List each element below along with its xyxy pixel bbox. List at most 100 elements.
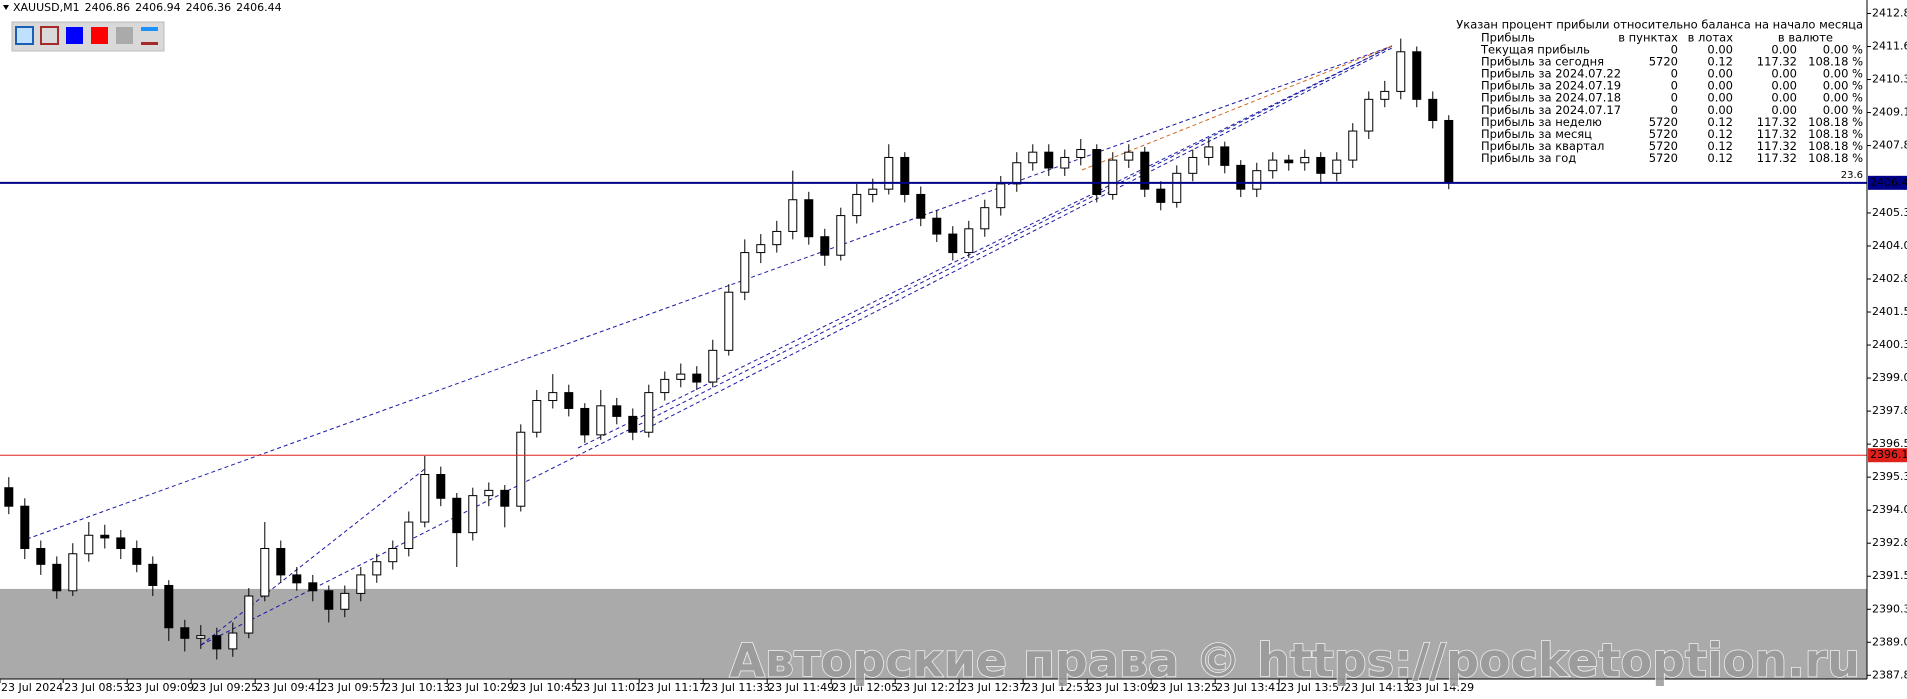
candle-body bbox=[1252, 170, 1262, 190]
tool-button[interactable] bbox=[141, 42, 158, 45]
trend-line bbox=[26, 45, 1393, 540]
level-note: 23.6 bbox=[1841, 170, 1863, 181]
x-tick-label: 23 Jul 12:37 bbox=[960, 681, 1026, 694]
x-tick-label: 23 Jul 13:09 bbox=[1088, 681, 1154, 694]
panel-cell: 0.00 % bbox=[1823, 103, 1863, 117]
candle-body bbox=[804, 199, 814, 238]
toolbar[interactable] bbox=[11, 21, 165, 52]
candle-body bbox=[1060, 156, 1070, 169]
y-tick-label: 2391.55 bbox=[1872, 569, 1907, 582]
y-tick-label: 2400.30 bbox=[1872, 338, 1907, 351]
candle-body bbox=[132, 547, 142, 565]
panel-cell: 0.12 bbox=[1707, 127, 1733, 141]
x-tick-label: 23 Jul 14:13 bbox=[1344, 681, 1410, 694]
candle-body bbox=[724, 291, 734, 351]
candle-body bbox=[676, 373, 686, 380]
candle-body bbox=[68, 553, 78, 592]
candle-body bbox=[404, 521, 414, 549]
candle-body bbox=[596, 405, 606, 436]
candle-body bbox=[900, 156, 910, 195]
toolbar-bg bbox=[11, 21, 165, 52]
candle-body bbox=[452, 497, 462, 534]
x-tick-label: 23 Jul 11:17 bbox=[640, 681, 706, 694]
panel-cell: 0.12 bbox=[1707, 151, 1733, 165]
candle-body bbox=[1348, 130, 1358, 161]
menu-arrow[interactable] bbox=[3, 5, 9, 10]
y-tick-label: 2409.10 bbox=[1872, 106, 1907, 119]
tool-button[interactable] bbox=[40, 26, 59, 45]
panel-cell: 5720 bbox=[1649, 127, 1678, 141]
levels: 2406.44 23.6 2396.13 bbox=[0, 170, 1907, 463]
panel-cell: 0.00 bbox=[1771, 103, 1797, 117]
candle-body bbox=[1140, 151, 1150, 190]
watermark: Авторские права © https://pocketoption.r… bbox=[729, 634, 1860, 688]
candle-body bbox=[164, 584, 174, 629]
candle-body bbox=[388, 547, 398, 563]
candle-body bbox=[1396, 51, 1406, 92]
tool-button[interactable] bbox=[141, 27, 158, 31]
tool-button[interactable] bbox=[91, 27, 108, 44]
panel-cell: 0.00 bbox=[1707, 67, 1733, 81]
x-tick-label: 23 Jul 12:21 bbox=[896, 681, 962, 694]
candle-body bbox=[564, 392, 574, 409]
x-tick-label: 23 Jul 10:45 bbox=[512, 681, 578, 694]
panel-row-label: Прибыль за 2024.07.17 bbox=[1481, 103, 1621, 117]
x-tick-label: 23 Jul 11:33 bbox=[704, 681, 770, 694]
x-tick-label: 23 Jul 09:25 bbox=[192, 681, 258, 694]
candle-body bbox=[228, 632, 238, 650]
panel-cell: 0.00 bbox=[1771, 67, 1797, 81]
candle-body bbox=[916, 193, 926, 219]
candle-body bbox=[292, 574, 302, 584]
price-label: 2406.44 bbox=[1870, 176, 1907, 189]
tool-button[interactable] bbox=[66, 27, 83, 44]
panel-cell: 0.00 % bbox=[1823, 91, 1863, 105]
panel-column: Прибыль bbox=[1481, 31, 1535, 45]
y-tick-label: 2411.60 bbox=[1872, 39, 1907, 52]
panel-cell: 5720 bbox=[1649, 139, 1678, 153]
candle-body bbox=[756, 244, 766, 254]
tool-button[interactable] bbox=[116, 27, 133, 44]
candle-body bbox=[692, 373, 702, 383]
panel-cell: 0.00 bbox=[1771, 43, 1797, 57]
candle-body bbox=[1332, 159, 1342, 174]
candle-body bbox=[1028, 151, 1038, 164]
candle-body bbox=[836, 215, 846, 256]
candle-body bbox=[260, 547, 270, 597]
candle-body bbox=[1076, 149, 1086, 158]
candle-body bbox=[628, 415, 638, 433]
panel-cell: 0.00 bbox=[1771, 79, 1797, 93]
y-tick-label: 2405.30 bbox=[1872, 206, 1907, 219]
candle-body bbox=[244, 595, 254, 634]
panel-cell: 0.00 % bbox=[1823, 79, 1863, 93]
x-tick-label: 23 Jul 12:53 bbox=[1024, 681, 1090, 694]
tool-button[interactable] bbox=[15, 26, 34, 45]
y-tick-label: 2394.05 bbox=[1872, 503, 1907, 516]
panel-cell: 0.12 bbox=[1707, 115, 1733, 129]
candle-body bbox=[116, 537, 126, 549]
panel-heading: Указан процент прибыли относительно бала… bbox=[1456, 18, 1863, 32]
candle-body bbox=[772, 230, 782, 246]
shaded-zone bbox=[0, 588, 1867, 679]
y-tick-label: 2399.05 bbox=[1872, 371, 1907, 384]
x-tick-label: 23 Jul 11:01 bbox=[576, 681, 642, 694]
candle-body bbox=[180, 627, 190, 639]
x-tick-label: 23 Jul 09:57 bbox=[320, 681, 386, 694]
panel-cell: 5720 bbox=[1649, 55, 1678, 69]
candle-body bbox=[436, 474, 446, 499]
candle-body bbox=[1428, 98, 1438, 121]
info-panel: Указан процент прибыли относительно бала… bbox=[1456, 18, 1863, 165]
price-label: 2396.13 bbox=[1870, 448, 1907, 461]
panel-row-label: Прибыль за месяц bbox=[1481, 127, 1592, 141]
candle-body bbox=[20, 505, 30, 549]
y-tick-label: 2396.55 bbox=[1872, 437, 1907, 450]
candle-body bbox=[1364, 98, 1374, 132]
ohlc-value: 2406.86 bbox=[85, 1, 131, 14]
candle-body bbox=[660, 378, 670, 394]
panel-cell: 0.12 bbox=[1707, 55, 1733, 69]
y-tick-label: 2404.05 bbox=[1872, 239, 1907, 252]
panel-row-label: Текущая прибыль bbox=[1480, 43, 1590, 57]
candle-body bbox=[644, 392, 654, 433]
candle-body bbox=[196, 635, 206, 639]
